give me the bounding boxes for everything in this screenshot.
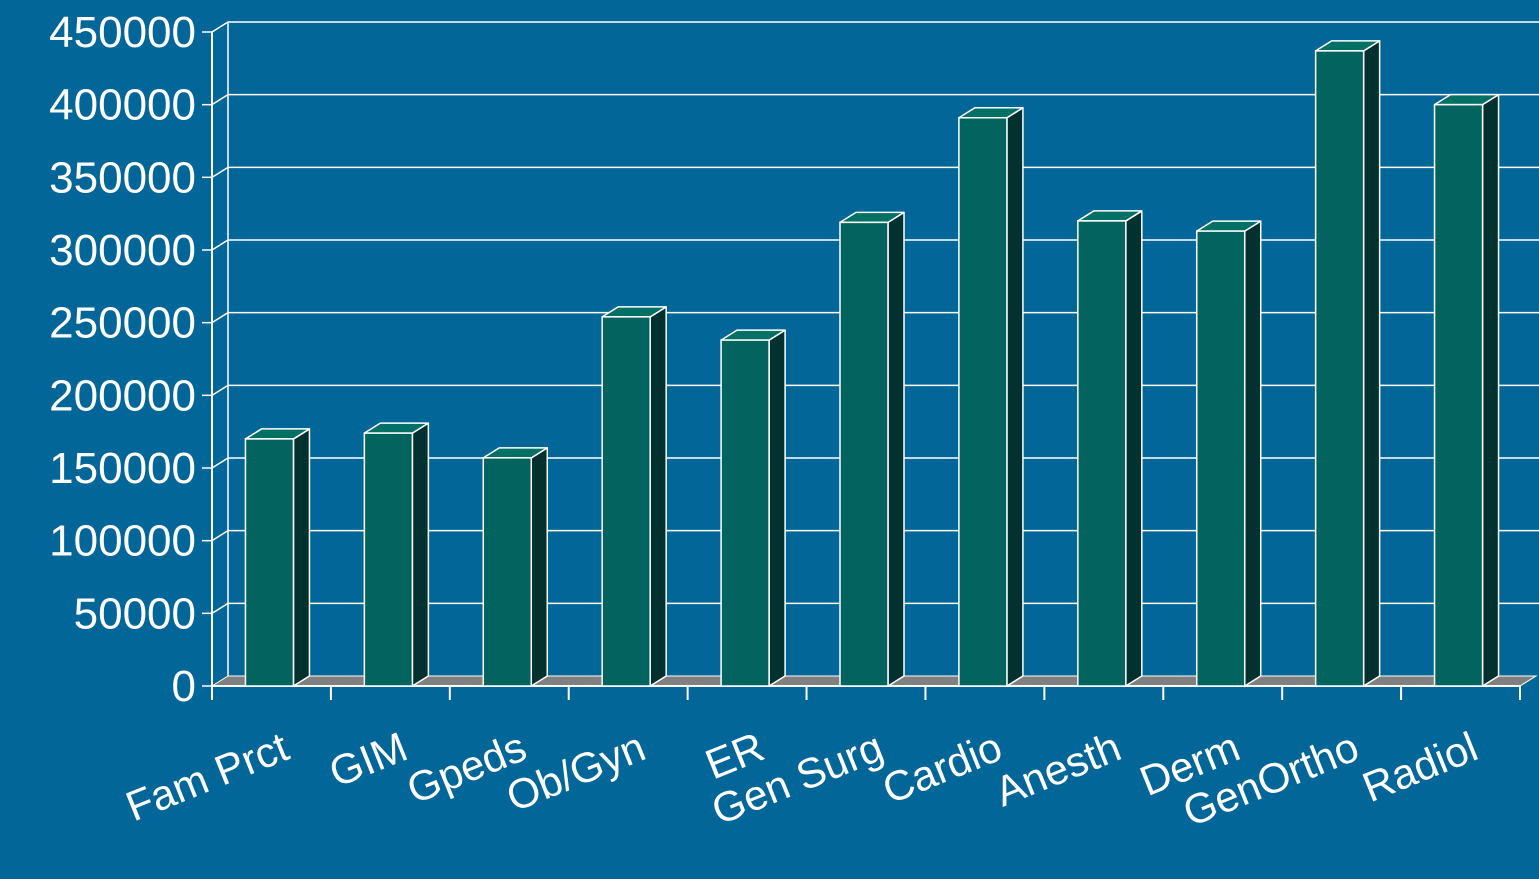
bar-side xyxy=(1125,210,1143,687)
bar-front xyxy=(363,432,414,687)
x-category-label: Cardio xyxy=(876,723,1008,813)
y-tick-label: 300000 xyxy=(49,226,196,275)
x-category-label: Radiol xyxy=(1356,723,1484,811)
bar xyxy=(720,329,786,687)
bar-side xyxy=(768,329,786,687)
bar-side xyxy=(649,306,667,687)
y-tick-label: 450000 xyxy=(49,8,196,57)
y-tick-label: 100000 xyxy=(49,517,196,566)
bar xyxy=(1433,93,1500,687)
bar-front xyxy=(839,221,889,687)
bar xyxy=(839,211,905,687)
bar-front xyxy=(244,438,295,687)
bar-front xyxy=(601,316,651,687)
y-tick-label: 50000 xyxy=(74,589,196,638)
y-axis-tick-labels: 0 50000 100000 150000 200000 250000 300000 3500… xyxy=(49,8,196,711)
bar-side xyxy=(411,422,430,687)
bar-side xyxy=(1243,220,1262,687)
x-category-label: GIM xyxy=(323,723,414,796)
bar xyxy=(958,106,1024,687)
bar-front xyxy=(1077,220,1127,687)
bars xyxy=(244,40,1500,687)
bar xyxy=(1314,40,1381,687)
bar-side xyxy=(530,447,549,687)
bar-front xyxy=(1314,50,1365,687)
bar-side xyxy=(1481,93,1500,687)
x-category-label: Ob/Gyn xyxy=(500,723,652,821)
bar-front xyxy=(720,339,770,687)
bar-side xyxy=(887,211,905,687)
y-tick-label: 400000 xyxy=(49,81,196,130)
bar xyxy=(1195,220,1262,687)
bar-side xyxy=(1362,40,1381,687)
bar xyxy=(244,428,311,687)
bar xyxy=(482,447,549,687)
bar-front xyxy=(482,457,533,687)
y-tick-label: 250000 xyxy=(49,299,196,348)
bar xyxy=(1077,210,1143,687)
y-tick-label: 150000 xyxy=(49,444,196,493)
bar-front xyxy=(1195,230,1246,687)
y-tick-label: 200000 xyxy=(49,371,196,420)
y-tick-label: 350000 xyxy=(49,153,196,202)
bar-front xyxy=(958,116,1008,687)
bar-side xyxy=(292,428,311,687)
bar-side xyxy=(1006,106,1024,687)
bar-front xyxy=(1433,103,1484,687)
bar xyxy=(601,306,667,687)
bar xyxy=(363,422,430,687)
x-category-label: Fam Prct xyxy=(119,723,295,831)
y-tick-label: 0 xyxy=(172,662,196,711)
x-category-label: Anesth xyxy=(988,723,1127,816)
gridline xyxy=(211,21,1539,33)
